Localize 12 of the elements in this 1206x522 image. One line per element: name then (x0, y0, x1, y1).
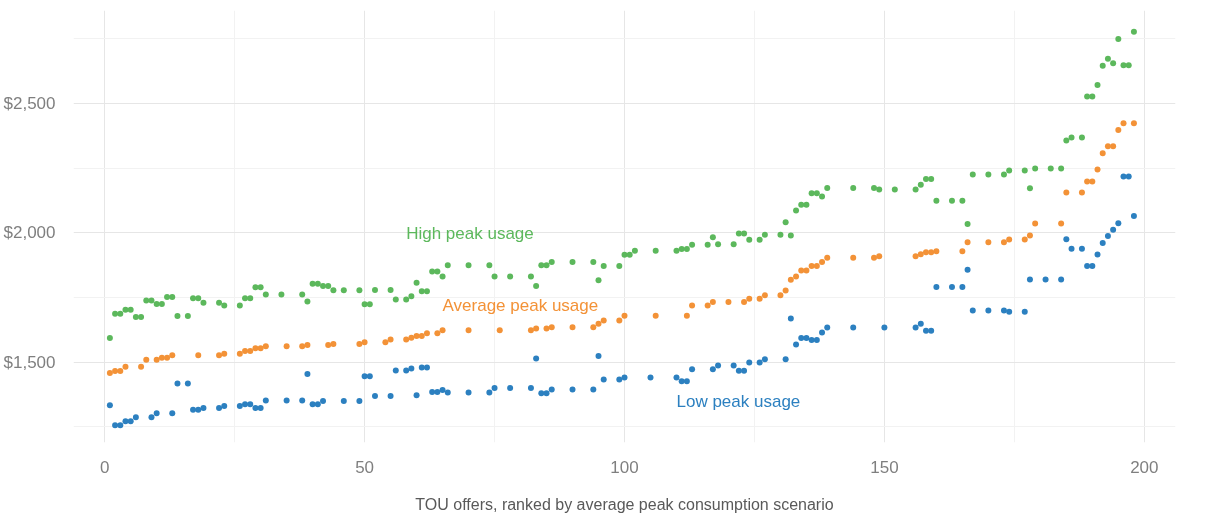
series-label: Low peak usage (676, 392, 801, 412)
series-label: Average peak usage (442, 295, 599, 315)
y-tick-label: $2,500 (3, 94, 56, 114)
x-tick-label: 100 (610, 457, 639, 477)
x-tick-label: 200 (1130, 457, 1159, 477)
y-tick-label: $1,500 (3, 352, 56, 372)
x-tick-label: 50 (355, 457, 375, 477)
x-axis-title: TOU offers, ranked by average peak consumption scenario (415, 495, 834, 513)
x-tick-label: 0 (99, 457, 110, 477)
y-tick-label: $2,000 (3, 223, 56, 243)
series-label: High peak usage (406, 223, 534, 243)
x-tick-label: 150 (870, 457, 899, 477)
